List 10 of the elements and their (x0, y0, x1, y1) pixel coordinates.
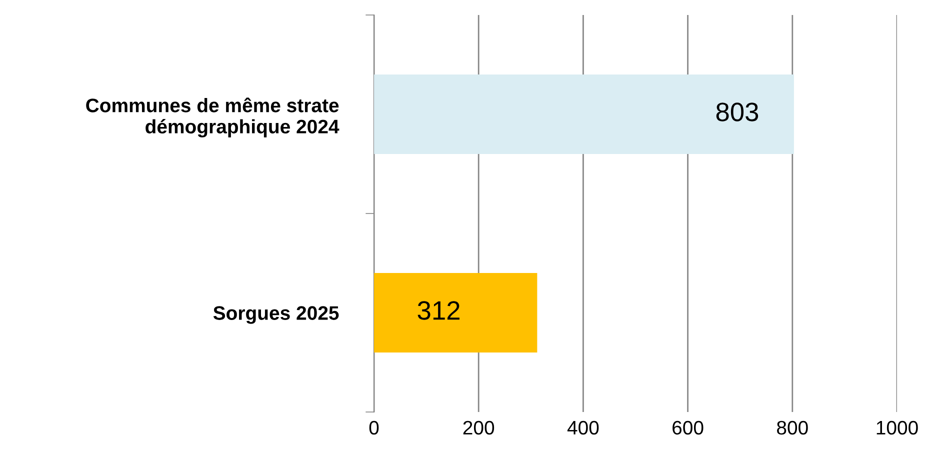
x-tick-label: 600 (672, 420, 704, 435)
x-tick-label: 0 (369, 420, 379, 435)
data-label: 312 (418, 301, 460, 320)
x-tick-label: 400 (567, 420, 599, 435)
y-tick-label: Sorgues 2025 (213, 306, 339, 324)
x-tick-label: 200 (463, 420, 494, 435)
x-tick-label: 800 (777, 420, 808, 435)
data-label: 803 (716, 102, 758, 122)
x-tick-label: 1000 (876, 420, 918, 435)
y-tick-label: Communes de même strate démographique 2024 (86, 98, 340, 138)
